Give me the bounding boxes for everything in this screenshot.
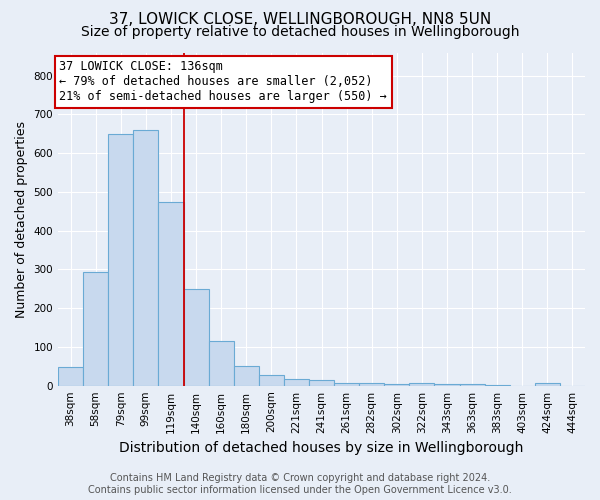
Y-axis label: Number of detached properties: Number of detached properties xyxy=(15,120,28,318)
Bar xyxy=(334,382,359,386)
Text: Contains HM Land Registry data © Crown copyright and database right 2024.
Contai: Contains HM Land Registry data © Crown c… xyxy=(88,474,512,495)
Bar xyxy=(233,366,259,386)
Text: 37 LOWICK CLOSE: 136sqm
← 79% of detached houses are smaller (2,052)
21% of semi: 37 LOWICK CLOSE: 136sqm ← 79% of detache… xyxy=(59,60,387,103)
Bar xyxy=(434,384,460,386)
Bar xyxy=(485,384,510,386)
Bar xyxy=(83,272,108,386)
Bar xyxy=(460,384,485,386)
Bar xyxy=(108,134,133,386)
Bar xyxy=(133,130,158,386)
X-axis label: Distribution of detached houses by size in Wellingborough: Distribution of detached houses by size … xyxy=(119,441,524,455)
Bar xyxy=(284,378,309,386)
Text: 37, LOWICK CLOSE, WELLINGBOROUGH, NN8 5UN: 37, LOWICK CLOSE, WELLINGBOROUGH, NN8 5U… xyxy=(109,12,491,28)
Bar xyxy=(209,341,233,386)
Bar xyxy=(184,289,209,386)
Bar xyxy=(58,367,83,386)
Bar xyxy=(309,380,334,386)
Bar xyxy=(535,382,560,386)
Bar xyxy=(409,382,434,386)
Bar xyxy=(158,202,184,386)
Bar xyxy=(359,383,384,386)
Bar xyxy=(384,384,409,386)
Bar xyxy=(259,375,284,386)
Text: Size of property relative to detached houses in Wellingborough: Size of property relative to detached ho… xyxy=(81,25,519,39)
